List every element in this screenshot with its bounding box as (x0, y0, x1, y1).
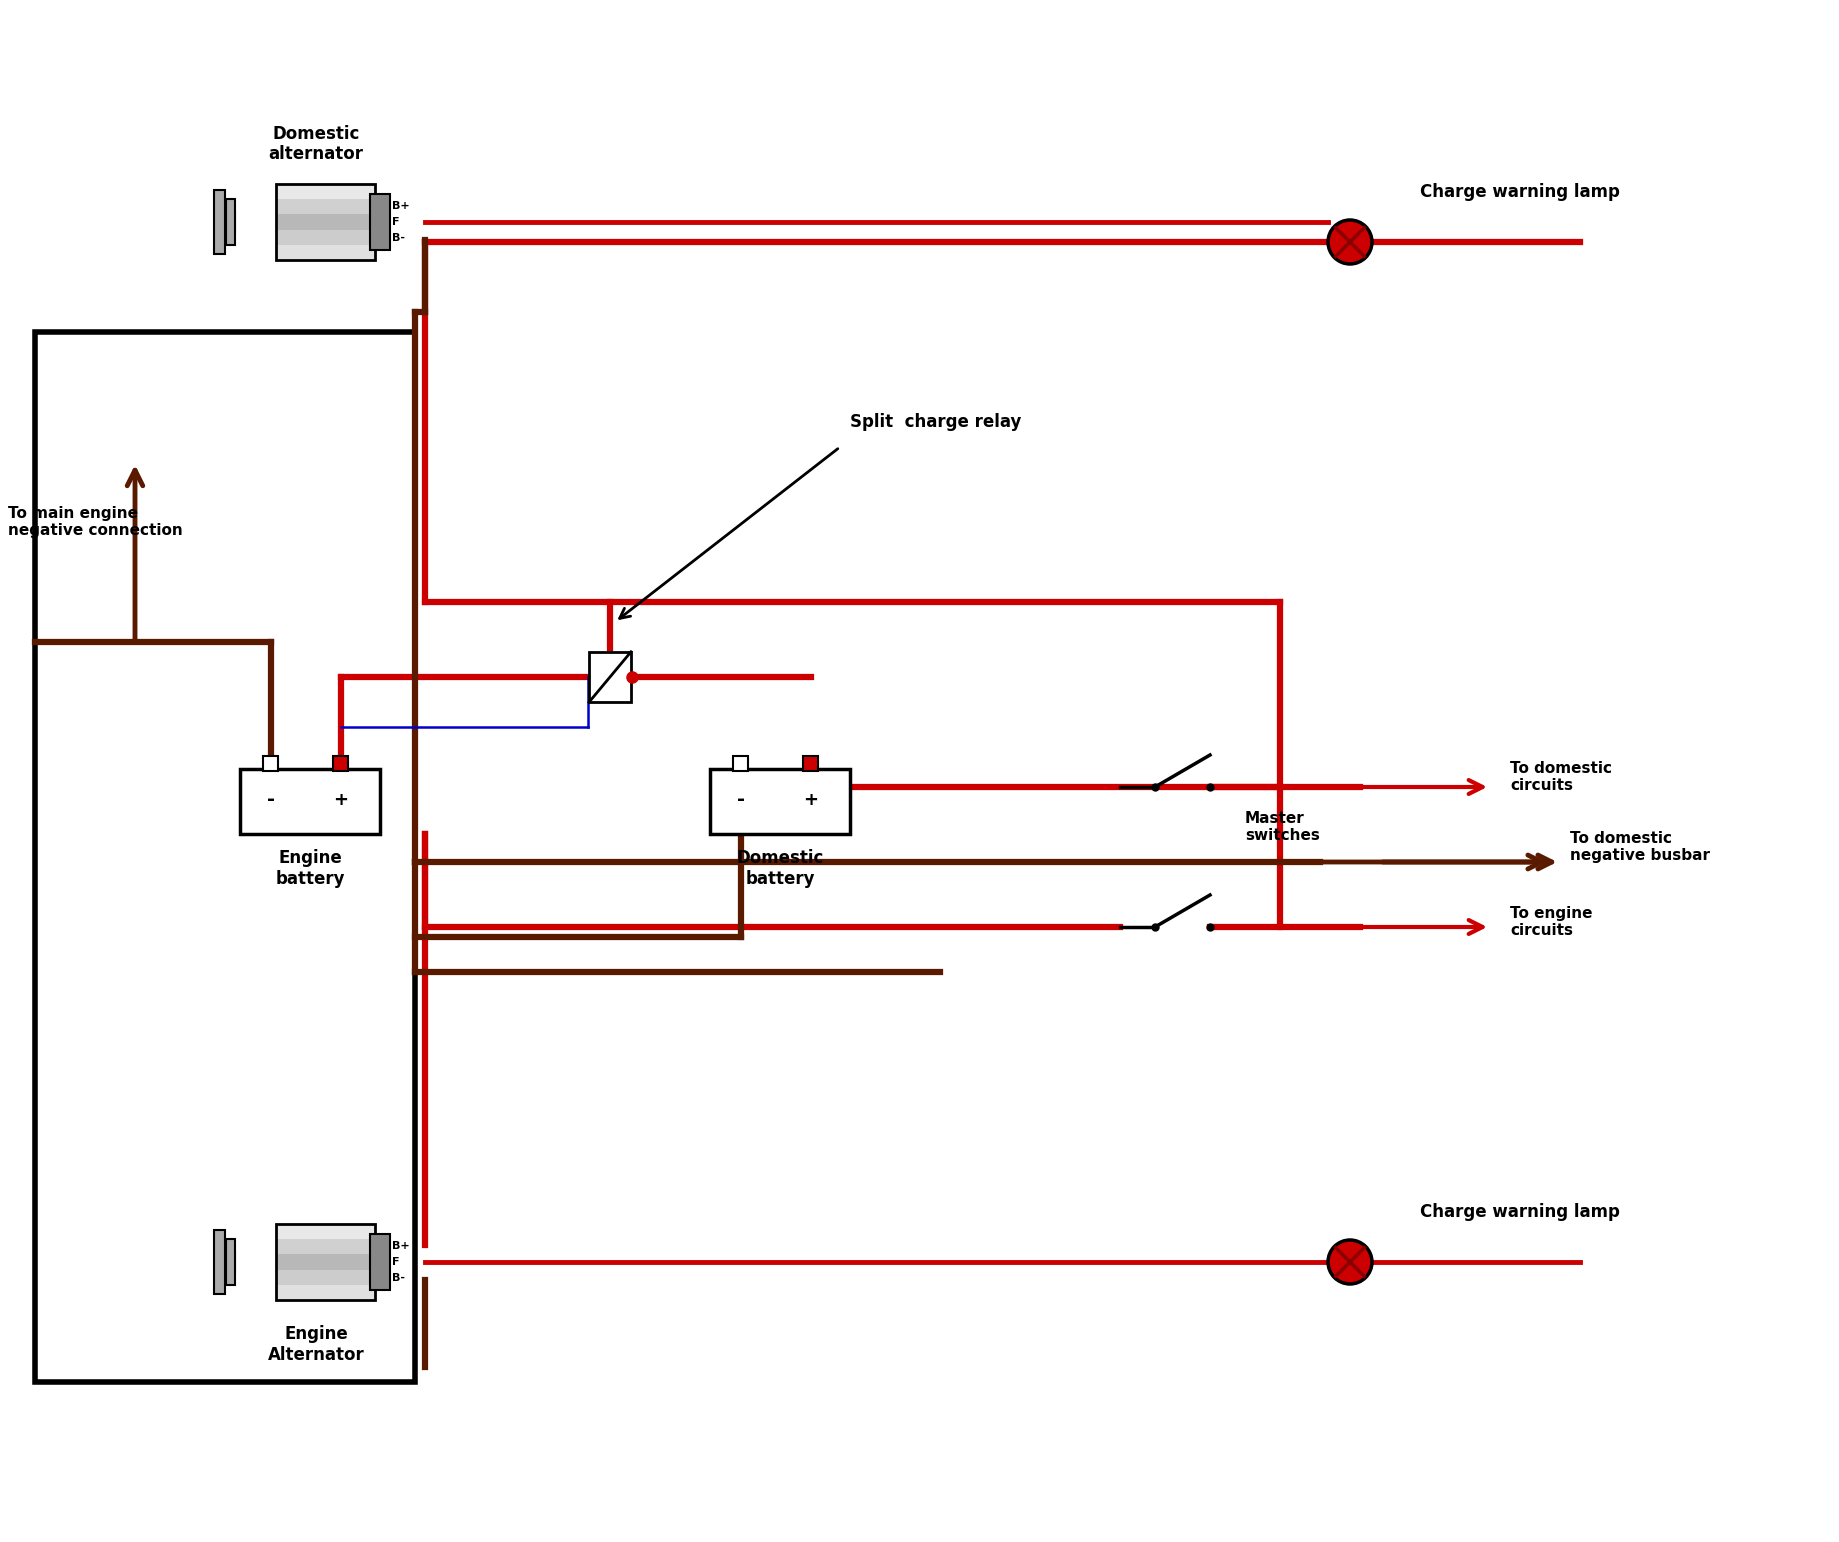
Bar (276, 214, 375, 230)
Bar (804, 757, 818, 771)
Text: Domestic
alternator: Domestic alternator (268, 125, 364, 163)
Bar (226, 199, 235, 245)
Text: +: + (804, 791, 818, 810)
Bar (276, 1224, 375, 1240)
Bar (213, 1229, 224, 1294)
Bar (276, 199, 375, 214)
Bar (370, 1234, 390, 1291)
Bar (370, 194, 390, 250)
Text: To engine
circuits: To engine circuits (1510, 905, 1591, 938)
Text: Split  charge relay: Split charge relay (850, 413, 1021, 432)
Text: Domestic
battery: Domestic battery (736, 850, 824, 888)
Circle shape (1328, 221, 1372, 264)
Text: Charge warning lamp: Charge warning lamp (1420, 183, 1618, 200)
Bar (276, 1284, 375, 1300)
Bar (333, 757, 348, 771)
Text: Master
switches: Master switches (1245, 811, 1319, 843)
Bar (35, 332, 416, 1382)
Text: B+: B+ (392, 1241, 410, 1252)
Bar (213, 190, 224, 254)
Bar (734, 757, 748, 771)
Text: B+: B+ (392, 202, 410, 211)
Bar (276, 1254, 375, 1269)
Text: Engine
battery: Engine battery (276, 850, 344, 888)
Bar (276, 183, 375, 199)
Polygon shape (217, 191, 235, 253)
Bar (276, 1240, 375, 1254)
Bar (276, 230, 375, 245)
Bar (276, 183, 375, 261)
Text: B-: B- (392, 233, 405, 242)
Bar (226, 1238, 235, 1286)
Circle shape (1328, 1240, 1372, 1284)
Text: To domestic
circuits: To domestic circuits (1510, 760, 1611, 793)
Bar (588, 652, 631, 702)
Text: F: F (392, 1257, 399, 1268)
Bar (276, 1224, 375, 1300)
Polygon shape (217, 1231, 235, 1294)
Bar (276, 245, 375, 261)
Text: To main engine
negative connection: To main engine negative connection (7, 506, 182, 538)
Bar (710, 769, 850, 834)
Bar (276, 1269, 375, 1284)
Text: F: F (392, 217, 399, 227)
Text: +: + (333, 791, 348, 810)
Text: -: - (267, 791, 274, 810)
Text: B-: B- (392, 1272, 405, 1283)
Text: Engine
Alternator: Engine Alternator (267, 1325, 364, 1363)
Text: Charge warning lamp: Charge warning lamp (1420, 1203, 1618, 1221)
Text: To domestic
negative busbar: To domestic negative busbar (1569, 831, 1708, 864)
Text: -: - (736, 791, 745, 810)
Bar (263, 757, 278, 771)
Bar (239, 769, 381, 834)
